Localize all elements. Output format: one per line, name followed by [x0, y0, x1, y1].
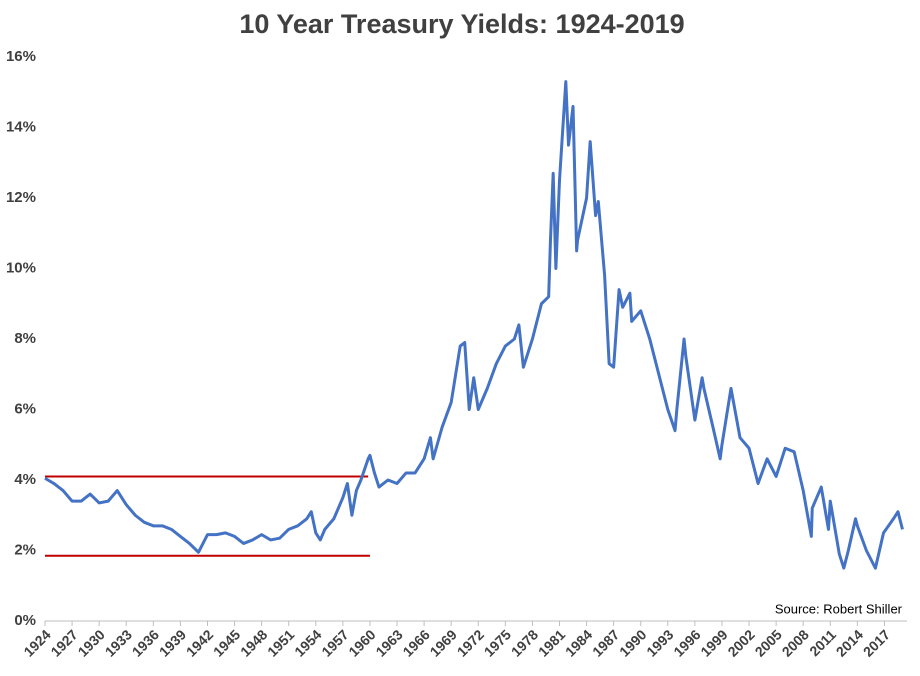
x-tick-label: 1939 [156, 626, 189, 659]
y-tick-label: 4% [14, 471, 36, 488]
x-tick-label: 1990 [616, 626, 649, 659]
x-tick-label: 2002 [724, 626, 757, 659]
y-tick-label: 16% [6, 48, 36, 65]
x-tick-label: 1993 [643, 626, 676, 659]
x-tick-label: 1984 [562, 626, 595, 659]
x-tick-label: 1960 [345, 626, 378, 659]
x-tick-label: 1972 [454, 626, 487, 659]
x-tick-label: 1948 [237, 626, 270, 659]
chart-title: 10 Year Treasury Yields: 1924-2019 [239, 9, 684, 39]
x-tick-label: 1996 [670, 626, 703, 659]
x-tick-label: 1957 [318, 626, 351, 659]
x-tick-label: 2014 [833, 626, 866, 659]
y-tick-label: 2% [14, 541, 36, 558]
y-tick-label: 8% [14, 330, 36, 347]
y-tick-label: 10% [6, 259, 36, 276]
x-tick-label: 1942 [183, 626, 216, 659]
x-tick-label: 1969 [427, 626, 460, 659]
x-tick-label: 2011 [806, 626, 839, 659]
x-tick-label: 1924 [20, 626, 53, 659]
y-tick-label: 12% [6, 189, 36, 206]
x-tick-label: 1963 [372, 626, 405, 659]
x-tick-label: 1978 [508, 626, 541, 659]
source-note: Source: Robert Shiller [775, 601, 903, 616]
x-tick-label: 1930 [75, 626, 108, 659]
x-tick-label: 2008 [779, 626, 812, 659]
x-tick-label: 1954 [291, 626, 324, 659]
x-tick-label: 1975 [481, 626, 514, 659]
x-tick-label: 1987 [589, 626, 622, 659]
x-tick-label: 2005 [752, 626, 785, 659]
x-tick-label: 1981 [535, 626, 568, 659]
x-tick-label: 1936 [129, 626, 162, 659]
x-tick-label: 1999 [697, 626, 730, 659]
series-line [44, 80, 904, 570]
x-tick-label: 2017 [860, 626, 893, 659]
x-tick-label: 1951 [264, 626, 297, 659]
x-tick-label: 1927 [47, 626, 80, 659]
y-tick-label: 6% [14, 400, 36, 417]
x-tick-label: 1933 [102, 626, 135, 659]
x-tick-label: 1945 [210, 626, 243, 659]
y-tick-label: 14% [6, 118, 36, 135]
x-tick-label: 1966 [399, 626, 432, 659]
y-tick-label: 0% [14, 612, 36, 629]
